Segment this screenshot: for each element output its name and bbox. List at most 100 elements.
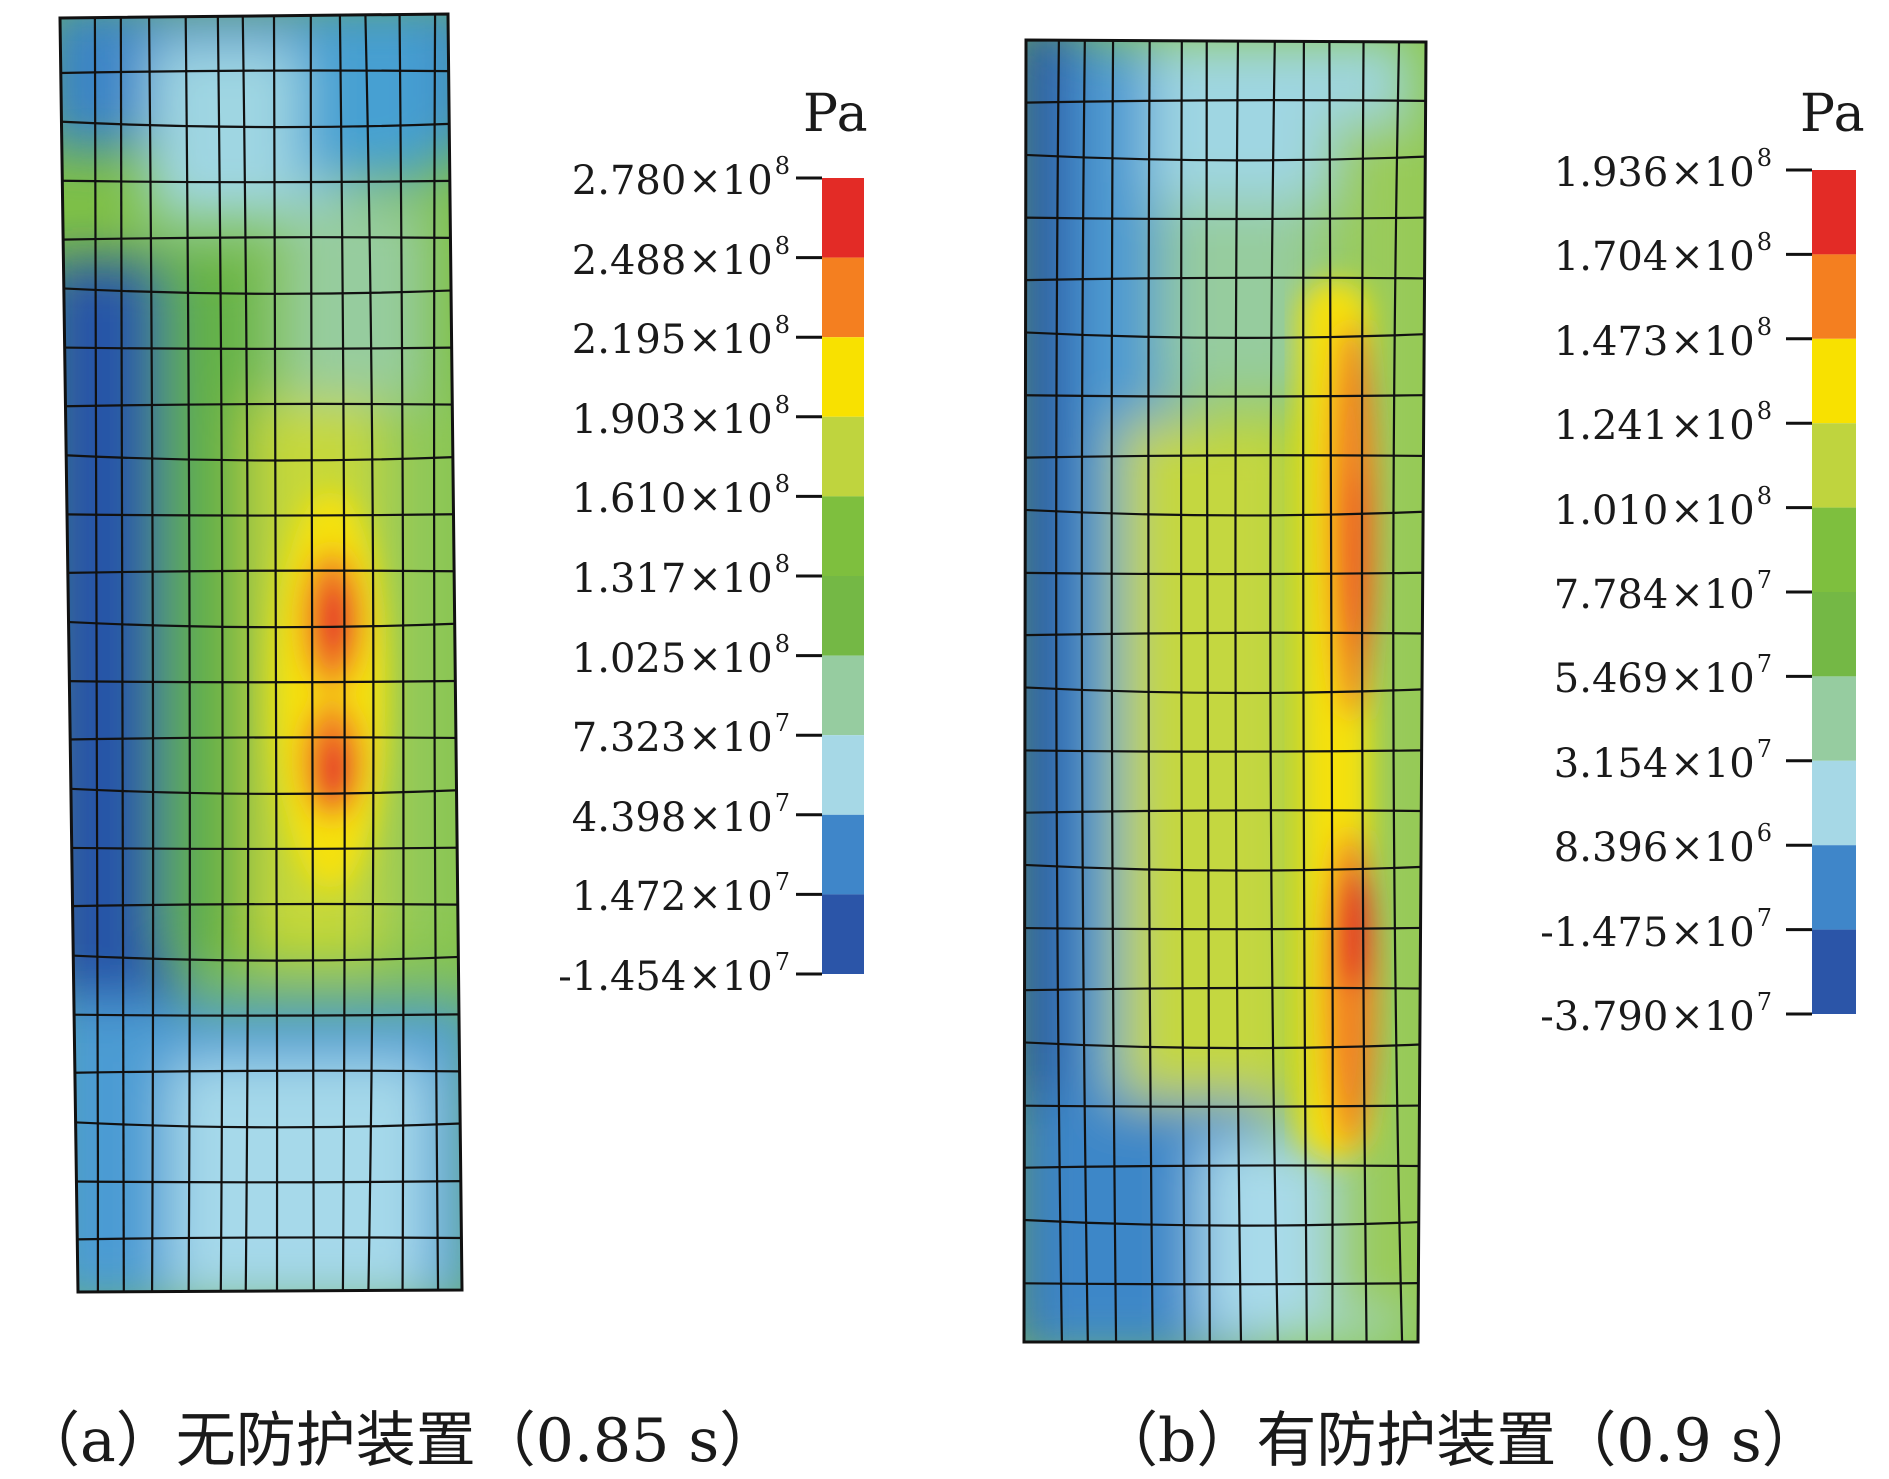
mesh-line (60, 846, 462, 851)
mesh-line (1024, 508, 1426, 517)
colorbar-tick-label: 8.396×106 (1553, 819, 1772, 872)
colorbar-tick-label: 2.488×108 (571, 231, 790, 284)
colorbar-segment (1812, 507, 1856, 592)
mesh-line (216, 14, 224, 1292)
caption-b: （b）有防护装置（0.9 s） (1098, 1406, 1822, 1476)
mesh-line (1180, 40, 1186, 1342)
mesh-line (1024, 1281, 1426, 1286)
mesh-line (1024, 331, 1426, 339)
mesh-line (432, 14, 440, 1292)
mesh-line (1024, 216, 1426, 221)
mesh-line (60, 287, 462, 295)
colorbar-tick-label: 1.241×108 (1553, 397, 1772, 450)
mesh-line (1024, 749, 1426, 753)
mesh-line (60, 453, 462, 462)
colorbar-tick-label: 1.317×108 (571, 550, 790, 602)
mesh-line (1234, 40, 1243, 1342)
colorbar-tick-label: 3.154×107 (1553, 734, 1772, 787)
mesh-line (119, 14, 125, 1292)
colorbar-tick-label: -3.790×107 (1540, 988, 1772, 1040)
mesh-line (60, 513, 462, 517)
colorbar-segment (1812, 760, 1856, 846)
mesh-line (60, 569, 462, 575)
colorbar-segment (1812, 845, 1856, 930)
cylinder-a-contour (60, 14, 462, 1292)
mesh-line (1024, 394, 1426, 398)
mesh-line (60, 902, 462, 908)
mesh-line (272, 14, 279, 1292)
mesh-line (1302, 40, 1308, 1342)
colorbar-segment (1812, 929, 1856, 1014)
mesh-line (1024, 686, 1426, 695)
colorbar-segment (1812, 338, 1856, 424)
mesh-line (1269, 40, 1279, 1342)
colorbar-segment (822, 496, 864, 576)
colorbar-tick-label: 1.610×108 (571, 470, 790, 523)
mesh-line (60, 1236, 462, 1241)
mesh-line (60, 1120, 462, 1129)
cylinder-b-contour (1024, 40, 1426, 1342)
mesh-line (1024, 454, 1426, 459)
mesh-line (1024, 276, 1426, 282)
mesh-line (60, 1069, 462, 1075)
mesh-line (184, 14, 191, 1292)
colorbar-segment (822, 178, 864, 258)
colorbar-a (796, 176, 864, 976)
colorbar-segment (822, 814, 864, 895)
colorbar-segment (1812, 170, 1856, 255)
mesh-line (398, 14, 405, 1292)
colorbar-tick-label: 1.704×108 (1553, 228, 1772, 281)
colorbar-segment (822, 337, 864, 417)
mesh-line (60, 787, 462, 795)
mesh-line (60, 402, 462, 408)
colorbar-segment (822, 576, 864, 656)
colorbar-tick-label: -1.475×107 (1540, 903, 1772, 956)
colorbar-b (1786, 168, 1856, 1016)
colorbar-tick-label: 1.025×108 (571, 629, 790, 682)
mesh-line (1024, 1104, 1426, 1108)
colorbar-tick-label: 2.195×108 (571, 311, 790, 364)
mesh-line (1024, 1164, 1426, 1169)
mesh-line (147, 14, 155, 1292)
mesh-line (1055, 40, 1063, 1342)
mesh-line (338, 14, 346, 1292)
mesh-line (364, 14, 375, 1292)
unit-label-a: Pa (803, 84, 869, 144)
mesh-line (1205, 40, 1211, 1342)
colorbar-tick-label: 1.473×108 (1553, 312, 1772, 365)
mesh-line (1024, 1041, 1426, 1050)
mesh-line (60, 620, 462, 629)
mesh-line (60, 1013, 462, 1017)
mesh-line (1024, 571, 1426, 576)
mesh-line (60, 1180, 462, 1184)
colorbar-segment (822, 257, 864, 338)
colorbar-segment (822, 416, 864, 497)
mesh-line (241, 14, 250, 1292)
mesh-line (60, 346, 462, 350)
mesh-line (1024, 863, 1426, 872)
colorbar-segment (1812, 592, 1856, 677)
mesh-line (1024, 809, 1426, 814)
colorbar-segment (1812, 423, 1856, 508)
mesh-line (1024, 631, 1426, 637)
colorbar-tick-label: 5.469×107 (1553, 650, 1772, 703)
colorbar-tick-label: 1.903×108 (571, 390, 790, 443)
colorbar-tick-label: 4.398×107 (571, 788, 790, 841)
colorbar-tick-label: 1.936×108 (1553, 144, 1772, 196)
colorbar-segment (1812, 254, 1856, 339)
mesh-line (60, 179, 462, 184)
colorbar-tick-label: -1.454×107 (558, 948, 790, 1000)
mesh-line (1328, 40, 1334, 1342)
colorbar-segment (822, 655, 864, 736)
mesh-line (60, 736, 462, 741)
mesh-line (1024, 926, 1426, 931)
mesh-line (309, 14, 315, 1292)
mesh-line (1024, 153, 1426, 162)
mesh-line (60, 679, 462, 684)
colorbar-tick-label: 1.010×108 (1553, 481, 1772, 534)
mesh-line (93, 14, 100, 1292)
mesh-line (1024, 99, 1426, 104)
mesh-line (60, 120, 462, 129)
unit-label-b: Pa (1800, 84, 1866, 144)
mesh-line (1024, 1218, 1426, 1227)
